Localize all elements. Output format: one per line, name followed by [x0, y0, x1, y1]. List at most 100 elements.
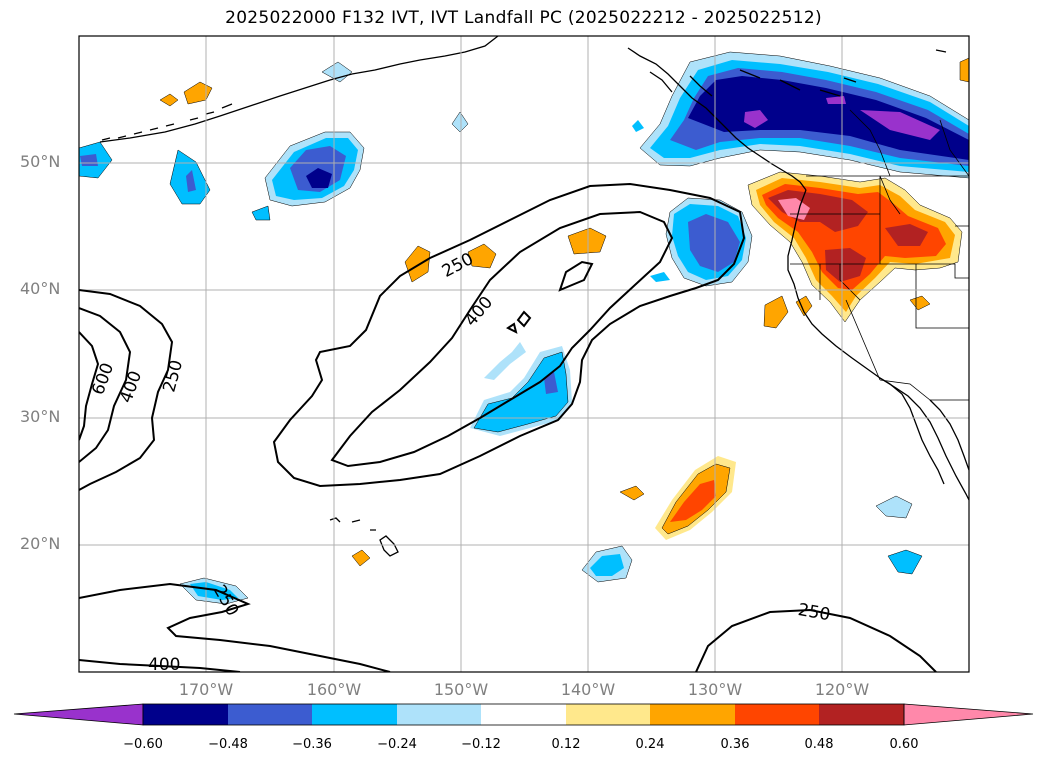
subtropical-positive-area-core: [670, 480, 716, 522]
contour-label-400-south: 400: [148, 655, 180, 675]
alaska-panhandle-coastline: [627, 47, 807, 191]
colorbar-tick-10: 0.60: [889, 737, 919, 752]
ivt-contour-400-southwest: [79, 659, 241, 672]
ca-positive-area: [763, 295, 789, 329]
central-negative-area-small: [484, 342, 526, 380]
baja-coastline: [879, 377, 945, 485]
lat-label-30n: 30°N: [20, 407, 61, 426]
aleutian-negative-area-core: [186, 170, 196, 192]
tropical-negative-area-core: [590, 554, 624, 576]
ivt-contour-400-central: [330, 210, 674, 468]
gridlines: [79, 36, 969, 672]
north-pacific-positive-area-2: [159, 93, 179, 107]
lat-label-50n: 50°N: [20, 152, 61, 171]
colorbar-segment-4: [397, 704, 481, 725]
mexico-coastline: [929, 399, 969, 471]
mexico-border: [879, 379, 969, 401]
colorbar-segment-2: [228, 704, 312, 725]
mexico-negative-area-2: [887, 549, 923, 575]
ivt-contour-250-central: [272, 182, 746, 488]
hawaii-positive-area: [351, 549, 371, 567]
lon-label-150w: 150°W: [433, 680, 489, 699]
lon-label-140w: 140°W: [560, 680, 616, 699]
small-positive-area: [619, 485, 645, 501]
small-positive-area-4: [959, 57, 969, 83]
north-small-negative-area-2: [321, 61, 353, 83]
colorbar-tick-6: 0.12: [551, 737, 581, 752]
hawaii-islands: [329, 517, 399, 557]
positive-pc-areas: [159, 57, 969, 567]
lat-label-40n: 40°N: [20, 279, 61, 298]
ivt-contour-400-west: [79, 307, 132, 463]
colorbar-segment-6: [566, 704, 650, 725]
ivt-contour-250-southwest: [79, 582, 391, 672]
colorbar-segment-1: [143, 704, 228, 725]
lon-label-160w: 160°W: [306, 680, 362, 699]
gulf-negative-area-small: [251, 205, 271, 221]
central-pacific-positive-area-2: [467, 243, 497, 269]
colorbar-tick-9: 0.48: [804, 737, 834, 752]
contour-label-250-southeast: 250: [796, 600, 831, 625]
colorbar-segment-7: [650, 704, 735, 725]
north-small-negative-area-3: [632, 120, 644, 132]
bc-islands: [649, 49, 947, 97]
north-pacific-positive-area: [183, 81, 213, 105]
ivt-contour-600-west: [79, 331, 100, 441]
coastlines: [99, 36, 969, 557]
colorbar-tick-1: −0.60: [123, 737, 163, 752]
map-frame: [78, 35, 970, 673]
central-negative-area-2: [473, 351, 569, 433]
contour-label-400-central: 400: [461, 293, 497, 331]
ivt-contour-small-ring-2: [506, 322, 518, 334]
lon-label-130w: 130°W: [687, 680, 743, 699]
negative-pc-areas: [79, 51, 969, 605]
pnw-positive-area-peak: [778, 198, 810, 220]
central-pacific-positive-area-3: [567, 227, 607, 255]
map-content: [79, 36, 969, 672]
north-small-negative-area: [451, 111, 469, 133]
ivt-contour-250-southeast: [695, 608, 937, 672]
ivt-contours: [79, 182, 937, 672]
offshore-negative-area-3: [688, 214, 740, 272]
colorbar-extend-high: [903, 703, 1034, 726]
contour-label-250-west: 250: [159, 358, 187, 395]
lon-label-170w: 170°W: [178, 680, 234, 699]
tropical-negative-area-2-core: [190, 582, 238, 600]
dateline-negative-area-core: [80, 154, 98, 166]
colorbar-tick-7: 0.24: [635, 737, 665, 752]
colorbar-extend-low: [13, 703, 144, 726]
colorbar-tick-8: 0.36: [720, 737, 750, 752]
colorbar-segment-8: [735, 704, 819, 725]
colorbar-segment-9: [819, 704, 904, 725]
small-negative-area: [650, 272, 670, 282]
colorbar-tick-3: −0.36: [292, 737, 332, 752]
lat-label-20n: 20°N: [20, 534, 61, 553]
small-positive-area-2: [909, 295, 931, 311]
aleutian-islands: [101, 103, 233, 141]
pnw-positive-area-max: [768, 190, 928, 282]
central-negative-area-core: [544, 372, 558, 394]
colorbar-tick-5: −0.12: [461, 737, 501, 752]
colorbar-segment-5: [481, 704, 566, 725]
alaska-coastline: [99, 36, 499, 143]
colorbar-tick-4: −0.24: [377, 737, 417, 752]
small-positive-area-3: [795, 295, 813, 317]
gulf-negative-area-core: [306, 168, 332, 188]
map-title: 2025022000 F132 IVT, IVT Landfall PC (20…: [225, 8, 822, 28]
west-coast-coastline: [787, 189, 969, 501]
mexico-negative-area: [875, 495, 913, 519]
ivt-contour-250-west: [79, 289, 174, 491]
colorbar-outline: [142, 703, 905, 726]
contour-label-400-west: 400: [116, 368, 146, 405]
contour-label-600-west: 600: [88, 360, 118, 397]
ivt-contour-small-ring: [516, 310, 532, 328]
central-pacific-positive-area: [404, 245, 431, 283]
bc-negative-area-4: [688, 76, 969, 160]
colorbar: [13, 703, 1034, 726]
colorbar-tick-2: −0.48: [208, 737, 248, 752]
bc-negative-area-core: [744, 96, 940, 140]
colorbar-segment-3: [312, 704, 397, 725]
ivt-contour-400-small: [558, 260, 594, 292]
lon-label-120w: 120°W: [814, 680, 870, 699]
